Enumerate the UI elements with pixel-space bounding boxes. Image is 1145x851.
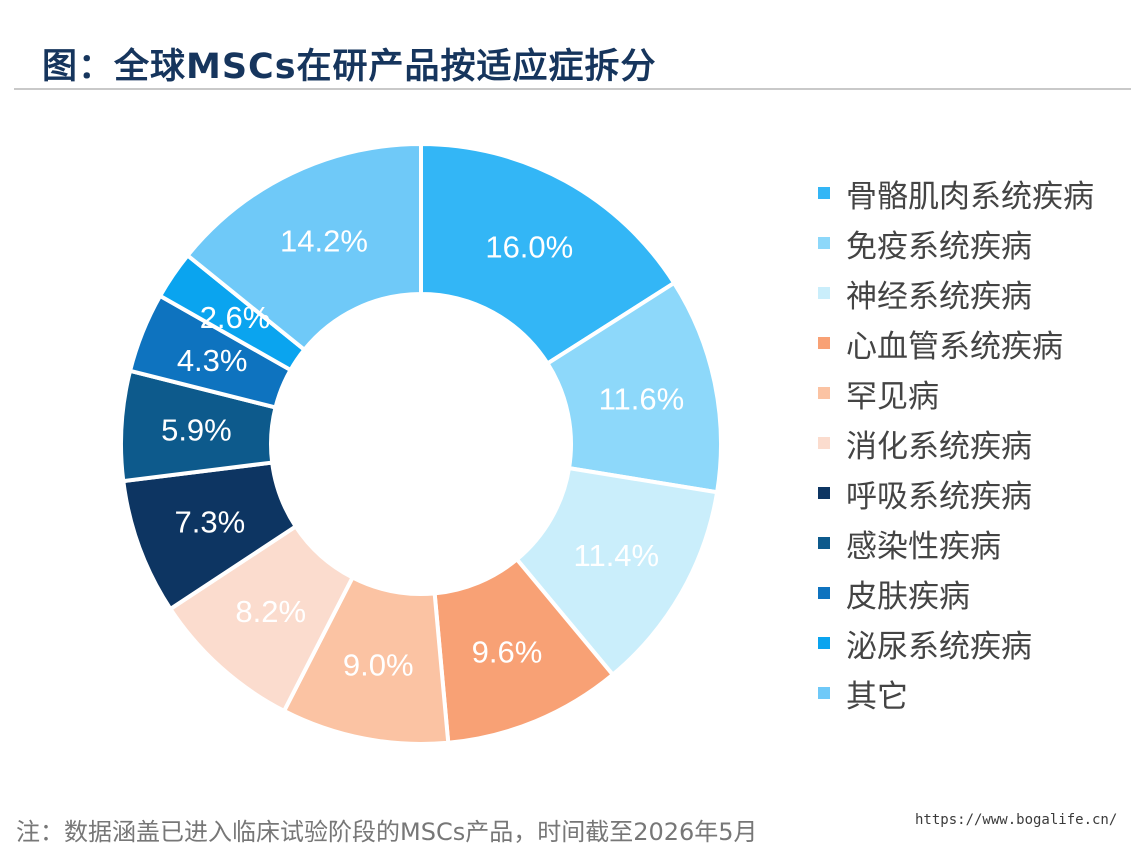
legend-item: 皮肤疾病 xyxy=(818,568,1094,618)
slice-data-label: 9.0% xyxy=(343,647,414,682)
legend-label: 呼吸系统疾病 xyxy=(846,478,1032,515)
legend-swatch xyxy=(818,237,830,249)
legend-label: 神经系统疾病 xyxy=(846,278,1032,315)
legend-label: 其它 xyxy=(846,678,908,715)
legend-item: 感染性疾病 xyxy=(818,518,1094,568)
donut-slice xyxy=(544,280,723,495)
footnote: 注：数据涵盖已进入临床试验阶段的MSCs产品，时间截至2026年5月 xyxy=(16,818,758,846)
legend-swatch xyxy=(818,537,830,549)
legend-label: 免疫系统疾病 xyxy=(846,228,1032,265)
donut-slice xyxy=(419,141,677,367)
legend-label: 骨骼肌肉系统疾病 xyxy=(846,178,1094,215)
legend-item: 消化系统疾病 xyxy=(818,418,1094,468)
legend-label: 皮肤疾病 xyxy=(846,578,970,615)
legend-item: 泌尿系统疾病 xyxy=(818,618,1094,668)
title-divider xyxy=(14,88,1131,90)
chart-title: 图：全球MSCs在研产品按适应症拆分 xyxy=(42,47,657,87)
legend-label: 罕见病 xyxy=(846,378,939,415)
legend-item: 神经系统疾病 xyxy=(818,268,1094,318)
legend-label: 消化系统疾病 xyxy=(846,428,1032,465)
donut-slice xyxy=(184,141,423,353)
slice-data-label: 16.0% xyxy=(485,229,573,264)
slice-data-label: 9.6% xyxy=(472,634,543,669)
legend-item: 其它 xyxy=(818,668,1094,718)
legend-swatch xyxy=(818,637,830,649)
legend-swatch xyxy=(818,337,830,349)
slice-data-label: 14.2% xyxy=(280,223,368,258)
legend-item: 呼吸系统疾病 xyxy=(818,468,1094,518)
legend-item: 罕见病 xyxy=(818,368,1094,418)
legend-item: 免疫系统疾病 xyxy=(818,218,1094,268)
legend-label: 感染性疾病 xyxy=(846,528,1001,565)
legend-label: 泌尿系统疾病 xyxy=(846,628,1032,665)
slice-data-label: 7.3% xyxy=(175,504,246,539)
slice-data-label: 8.2% xyxy=(235,594,306,629)
legend-swatch xyxy=(818,687,830,699)
legend-swatch xyxy=(818,587,830,599)
legend-swatch xyxy=(818,287,830,299)
watermark-url: https://www.bogalife.cn/ xyxy=(915,812,1118,828)
legend-swatch xyxy=(818,437,830,449)
legend-item: 骨骼肌肉系统疾病 xyxy=(818,168,1094,218)
chart-legend: 骨骼肌肉系统疾病 免疫系统疾病 神经系统疾病 心血管系统疾病 罕见病消化系统疾病 呼吸系统… xyxy=(818,168,1094,718)
slice-data-label: 11.6% xyxy=(599,381,685,416)
slice-data-label: 2.6% xyxy=(200,300,271,335)
legend-swatch xyxy=(818,387,830,399)
legend-swatch xyxy=(818,187,830,199)
legend-swatch xyxy=(818,487,830,499)
slice-data-label: 11.4% xyxy=(574,538,660,573)
slice-data-label: 4.3% xyxy=(177,343,248,378)
slice-data-label: 5.9% xyxy=(161,413,232,448)
legend-label: 心血管系统疾病 xyxy=(846,328,1063,365)
legend-item: 心血管系统疾病 xyxy=(818,318,1094,368)
